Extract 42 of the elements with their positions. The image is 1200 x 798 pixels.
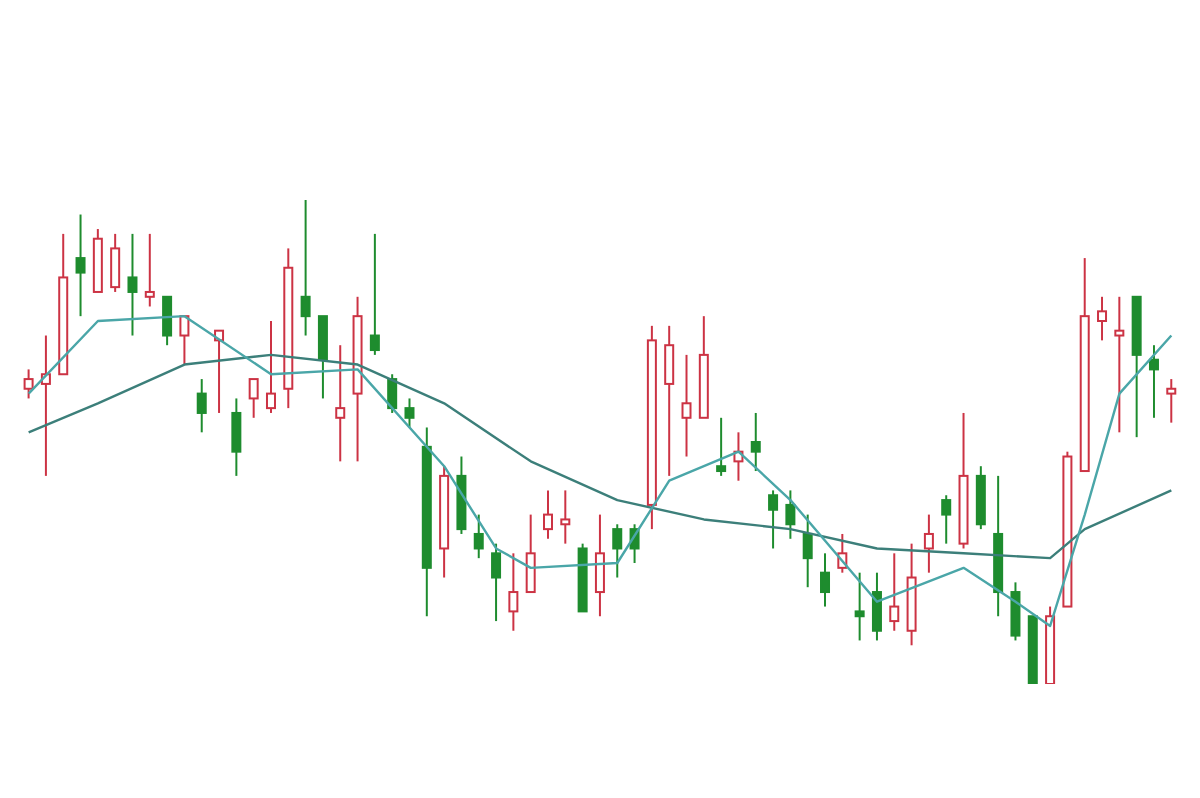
candlestick — [317, 315, 328, 400]
candlestick — [162, 295, 173, 347]
candlestick — [1097, 295, 1108, 342]
candlestick — [1114, 295, 1125, 434]
candlestick — [404, 397, 415, 429]
candlestick — [941, 494, 952, 545]
candlestick — [854, 571, 865, 642]
candlestick — [560, 489, 571, 545]
candlestick — [265, 320, 276, 414]
candlestick — [473, 513, 484, 560]
candlestick — [127, 232, 138, 337]
candlestick — [594, 513, 605, 618]
candlestick — [248, 378, 259, 419]
candlestick — [179, 315, 190, 366]
candlestick — [369, 232, 380, 356]
candlestick — [871, 571, 882, 642]
candlestick — [231, 397, 242, 477]
candlestick — [785, 489, 796, 540]
candlestick — [1148, 344, 1159, 419]
candlestick — [335, 344, 346, 463]
candlestick — [820, 552, 831, 608]
candlestick — [681, 353, 692, 458]
candlestick — [1166, 378, 1177, 424]
candlestick — [1010, 581, 1021, 642]
candlestick — [716, 416, 727, 477]
candlestick — [196, 378, 207, 434]
candlestick — [75, 213, 86, 318]
candlestick — [664, 324, 675, 477]
candlestick — [300, 200, 311, 337]
candlestick — [612, 523, 623, 579]
candlestick — [889, 552, 900, 632]
candlestick — [543, 489, 553, 540]
candlestick — [110, 232, 121, 293]
candlestick — [23, 368, 34, 400]
candlestick — [144, 232, 155, 308]
candlestick — [802, 513, 813, 589]
candlestick — [750, 411, 761, 473]
candlestick — [525, 513, 536, 594]
candlestick — [768, 489, 779, 550]
candlestick — [491, 542, 502, 623]
candlestick — [508, 552, 519, 632]
candlestick — [923, 513, 934, 574]
